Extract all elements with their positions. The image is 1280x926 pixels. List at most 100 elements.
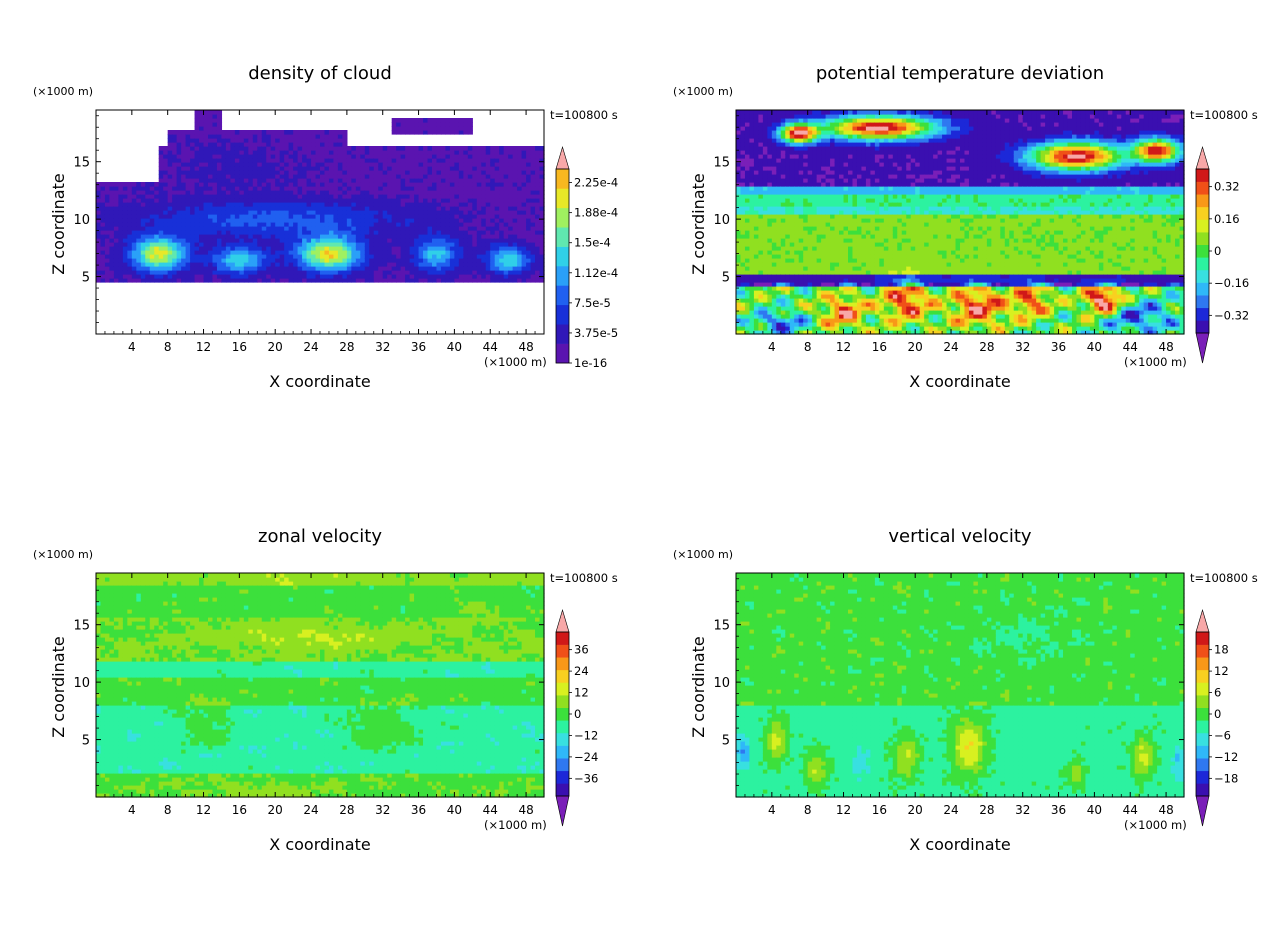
heatmap-cell — [243, 234, 249, 239]
heatmap-cell — [807, 286, 813, 291]
heatmap-cell — [113, 274, 119, 279]
heatmap-cell — [230, 254, 236, 259]
heatmap-cell — [315, 150, 321, 155]
heatmap-cell — [798, 202, 804, 207]
heatmap-cell — [396, 194, 402, 199]
heatmap-cell — [311, 258, 317, 263]
heatmap-cell — [476, 246, 482, 251]
heatmap-cell — [355, 278, 361, 283]
heatmap-cell — [740, 234, 746, 239]
heatmap-cell — [803, 330, 809, 335]
heatmap-cell — [472, 242, 478, 247]
heatmap-cell — [373, 278, 379, 283]
heatmap-cell — [740, 310, 746, 315]
heatmap-cell — [494, 258, 500, 263]
heatmap-cell — [427, 166, 433, 171]
heatmap-cell — [744, 306, 751, 311]
heatmap-cell — [834, 146, 840, 151]
heatmap-cell — [816, 306, 822, 311]
heatmap-cell — [167, 234, 173, 239]
heatmap-cell — [789, 330, 795, 335]
heatmap-cell — [789, 122, 795, 127]
heatmap-cell — [208, 218, 214, 223]
heatmap-cell — [109, 266, 115, 271]
heatmap-cell — [436, 162, 442, 167]
heatmap-cell — [839, 310, 845, 315]
heatmap-cell — [194, 194, 200, 199]
heatmap-cell — [382, 158, 388, 163]
heatmap-cell — [753, 226, 759, 231]
heatmap-cell — [297, 230, 303, 235]
heatmap-cell — [427, 146, 433, 151]
heatmap-cell — [481, 170, 487, 175]
heatmap-cell — [535, 178, 541, 183]
heatmap-cell — [485, 246, 491, 251]
heatmap-cell — [346, 270, 352, 275]
heatmap-cell — [118, 218, 124, 223]
heatmap-cell — [199, 194, 205, 199]
heatmap-cell — [521, 150, 527, 155]
heatmap-cell — [185, 242, 191, 247]
heatmap-cell — [270, 198, 276, 203]
heatmap-cell — [762, 194, 768, 199]
heatmap-cell — [771, 130, 777, 135]
heatmap-cell — [821, 306, 827, 311]
heatmap-cell — [816, 214, 822, 219]
heatmap-cell — [414, 178, 420, 183]
heatmap-cell — [284, 202, 290, 207]
colorbar-label: 7.5e-5 — [574, 296, 611, 310]
heatmap-cell — [293, 262, 299, 267]
heatmap-cell — [418, 178, 424, 183]
heatmap-cell — [807, 114, 813, 119]
heatmap-cell — [400, 278, 406, 283]
heatmap-cell — [454, 202, 460, 207]
heatmap-cell — [432, 246, 438, 251]
heatmap-cell — [149, 222, 155, 227]
heatmap-cell — [821, 230, 827, 235]
heatmap-cell — [181, 182, 187, 187]
heatmap-cell — [315, 158, 321, 163]
heatmap-cell — [279, 162, 285, 167]
heatmap-cell — [812, 318, 818, 323]
heatmap-cell — [749, 114, 755, 119]
heatmap-cell — [423, 170, 429, 175]
heatmap-cell — [405, 222, 411, 227]
heatmap-cell — [834, 238, 840, 243]
heatmap-cell — [740, 230, 746, 235]
heatmap-cell — [208, 194, 214, 199]
heatmap-cell — [302, 178, 308, 183]
heatmap-cell — [409, 262, 415, 267]
heatmap-cell — [807, 278, 813, 283]
heatmap-cell — [807, 166, 813, 171]
heatmap-cell — [807, 226, 813, 231]
heatmap-cell — [749, 222, 755, 227]
heatmap-cell — [216, 110, 223, 115]
heatmap-cells — [736, 110, 1185, 335]
heatmap-cell — [208, 182, 214, 187]
heatmap-cell — [771, 206, 777, 211]
heatmap-cell — [753, 218, 759, 223]
heatmap-cell — [216, 170, 223, 175]
heatmap-cell — [427, 258, 433, 263]
heatmap-cell — [512, 210, 518, 215]
heatmap-cell — [830, 302, 836, 307]
heatmap-cell — [221, 214, 227, 219]
heatmap-cell — [387, 146, 393, 151]
heatmap-cell — [136, 214, 142, 219]
heatmap-cell — [203, 118, 209, 123]
heatmap-cell — [762, 286, 768, 291]
heatmap-cell — [320, 262, 326, 267]
colorbar-extend-top — [555, 145, 570, 170]
heatmap-cell — [816, 238, 822, 243]
heatmap-cell — [807, 206, 813, 211]
heatmap-cell — [378, 222, 384, 227]
heatmap-cell — [342, 234, 348, 239]
heatmap-cell — [252, 194, 258, 199]
heatmap-cell — [181, 158, 187, 163]
heatmap-cell — [830, 230, 836, 235]
heatmap-cell — [816, 218, 822, 223]
heatmap-cell — [508, 274, 514, 279]
heatmap-cell — [445, 174, 451, 179]
heatmap-cell — [405, 218, 411, 223]
heatmap-cell — [839, 242, 845, 247]
